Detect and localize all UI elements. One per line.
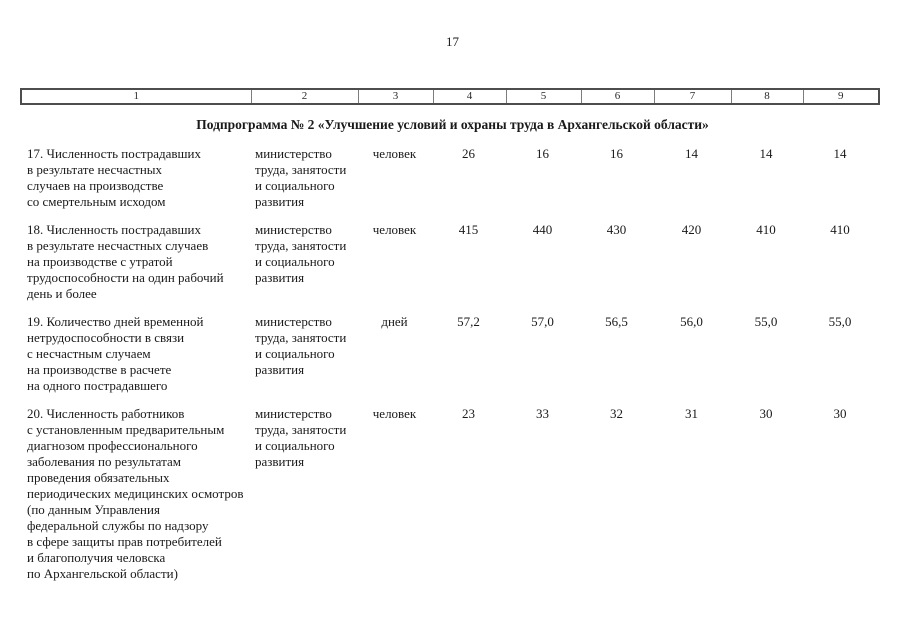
column-header-table: 1 2 3 4 5 6 7 8 9 (20, 88, 880, 105)
column-header-cell: 2 (250, 88, 359, 105)
indicator-name-cell: 19. Количество дней временной нетрудоспо… (27, 314, 204, 393)
column-header-cell: 1 (20, 88, 252, 105)
table-row-indicator-17: 17. Численность пострадавших в результат… (20, 146, 878, 222)
value-cell: 16 (610, 146, 623, 161)
column-header-cell: 5 (505, 88, 582, 105)
table-row-indicator-19: 19. Количество дней временной нетрудоспо… (20, 314, 878, 406)
indicators-table: 17. Численность пострадавших в результат… (20, 146, 878, 594)
value-cell: 440 (532, 222, 553, 237)
executor-cell: министерство труда, занятости и социальн… (255, 222, 347, 285)
value-cell: 32 (610, 406, 623, 421)
column-header-cell: 7 (653, 88, 732, 105)
value-cell: 410 (830, 222, 850, 237)
value-cell: 420 (681, 222, 702, 237)
value-cell: 14 (759, 146, 773, 161)
table-row-indicator-20: 20. Численность работников с установленн… (20, 406, 878, 594)
subprogram-title: Подпрограмма № 2 «Улучшение условий и ох… (196, 117, 709, 132)
column-header-cell: 6 (580, 88, 655, 105)
value-cell: 430 (606, 222, 627, 237)
value-cell: 23 (462, 406, 475, 421)
unit-cell: дней (381, 314, 408, 329)
value-cell: 30 (833, 406, 847, 421)
value-cell: 415 (458, 222, 479, 237)
value-cell: 410 (756, 222, 776, 237)
value-cell: 14 (833, 146, 847, 161)
unit-cell: человек (372, 222, 417, 237)
value-cell: 57,0 (531, 314, 554, 329)
value-cell: 33 (536, 406, 549, 421)
value-cell: 56,5 (605, 314, 628, 329)
column-header-cell: 3 (357, 88, 434, 105)
value-cell: 14 (685, 146, 698, 161)
value-cell: 55,0 (754, 314, 778, 329)
indicator-name-cell: 20. Численность работников с установленн… (27, 406, 244, 581)
value-cell: 56,0 (680, 314, 703, 329)
unit-cell: человек (372, 146, 417, 161)
column-header-row: 1 2 3 4 5 6 7 8 9 (20, 88, 880, 105)
value-cell: 16 (536, 146, 549, 161)
executor-cell: министерство труда, занятости и социальн… (255, 314, 347, 377)
value-cell: 55,0 (828, 314, 852, 329)
indicator-name-cell: 17. Численность пострадавших в результат… (27, 146, 201, 209)
executor-cell: министерство труда, занятости и социальн… (255, 146, 347, 209)
column-header-cell: 9 (802, 88, 880, 105)
value-cell: 26 (462, 146, 475, 161)
column-header-cell: 4 (432, 88, 507, 105)
table-row-indicator-18: 18. Численность пострадавших в результат… (20, 222, 878, 314)
value-cell: 31 (685, 406, 698, 421)
value-cell: 57,2 (457, 314, 480, 329)
page-number: 17 (446, 34, 459, 49)
column-header-cell: 8 (730, 88, 804, 105)
executor-cell: министерство труда, занятости и социальн… (255, 406, 347, 469)
indicator-name-cell: 18. Численность пострадавших в результат… (27, 222, 224, 301)
unit-cell: человек (372, 406, 417, 421)
value-cell: 30 (759, 406, 773, 421)
